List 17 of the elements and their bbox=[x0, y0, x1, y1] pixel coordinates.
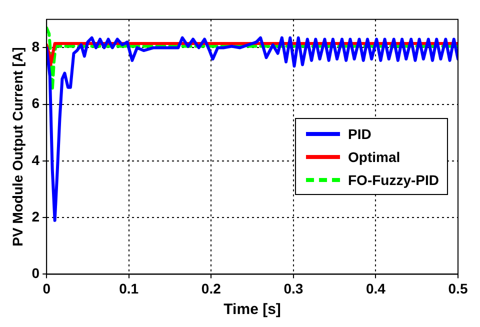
legend-label: Optimal bbox=[348, 148, 400, 164]
y-tick-label: 4 bbox=[32, 152, 40, 168]
x-tick-label: 0.5 bbox=[448, 280, 468, 296]
x-tick-label: 0.3 bbox=[284, 280, 304, 296]
x-tick-label: 0.2 bbox=[201, 280, 222, 296]
x-tick-label: 0 bbox=[42, 280, 51, 296]
y-tick-label: 2 bbox=[32, 208, 40, 224]
y-axis-title: PV Module Output Current [A] bbox=[9, 47, 26, 246]
legend-label: FO-Fuzzy-PID bbox=[348, 172, 439, 188]
x-tick-label: 0.1 bbox=[119, 280, 139, 296]
y-tick-label: 8 bbox=[32, 38, 40, 55]
x-axis-title: Time [s] bbox=[224, 301, 281, 318]
legend-label: PID bbox=[348, 126, 372, 142]
x-tick-label: 0.4 bbox=[366, 280, 386, 296]
y-tick-label: 6 bbox=[32, 95, 40, 112]
line-series bbox=[46, 26, 458, 92]
y-tick-label: 0 bbox=[32, 265, 40, 282]
